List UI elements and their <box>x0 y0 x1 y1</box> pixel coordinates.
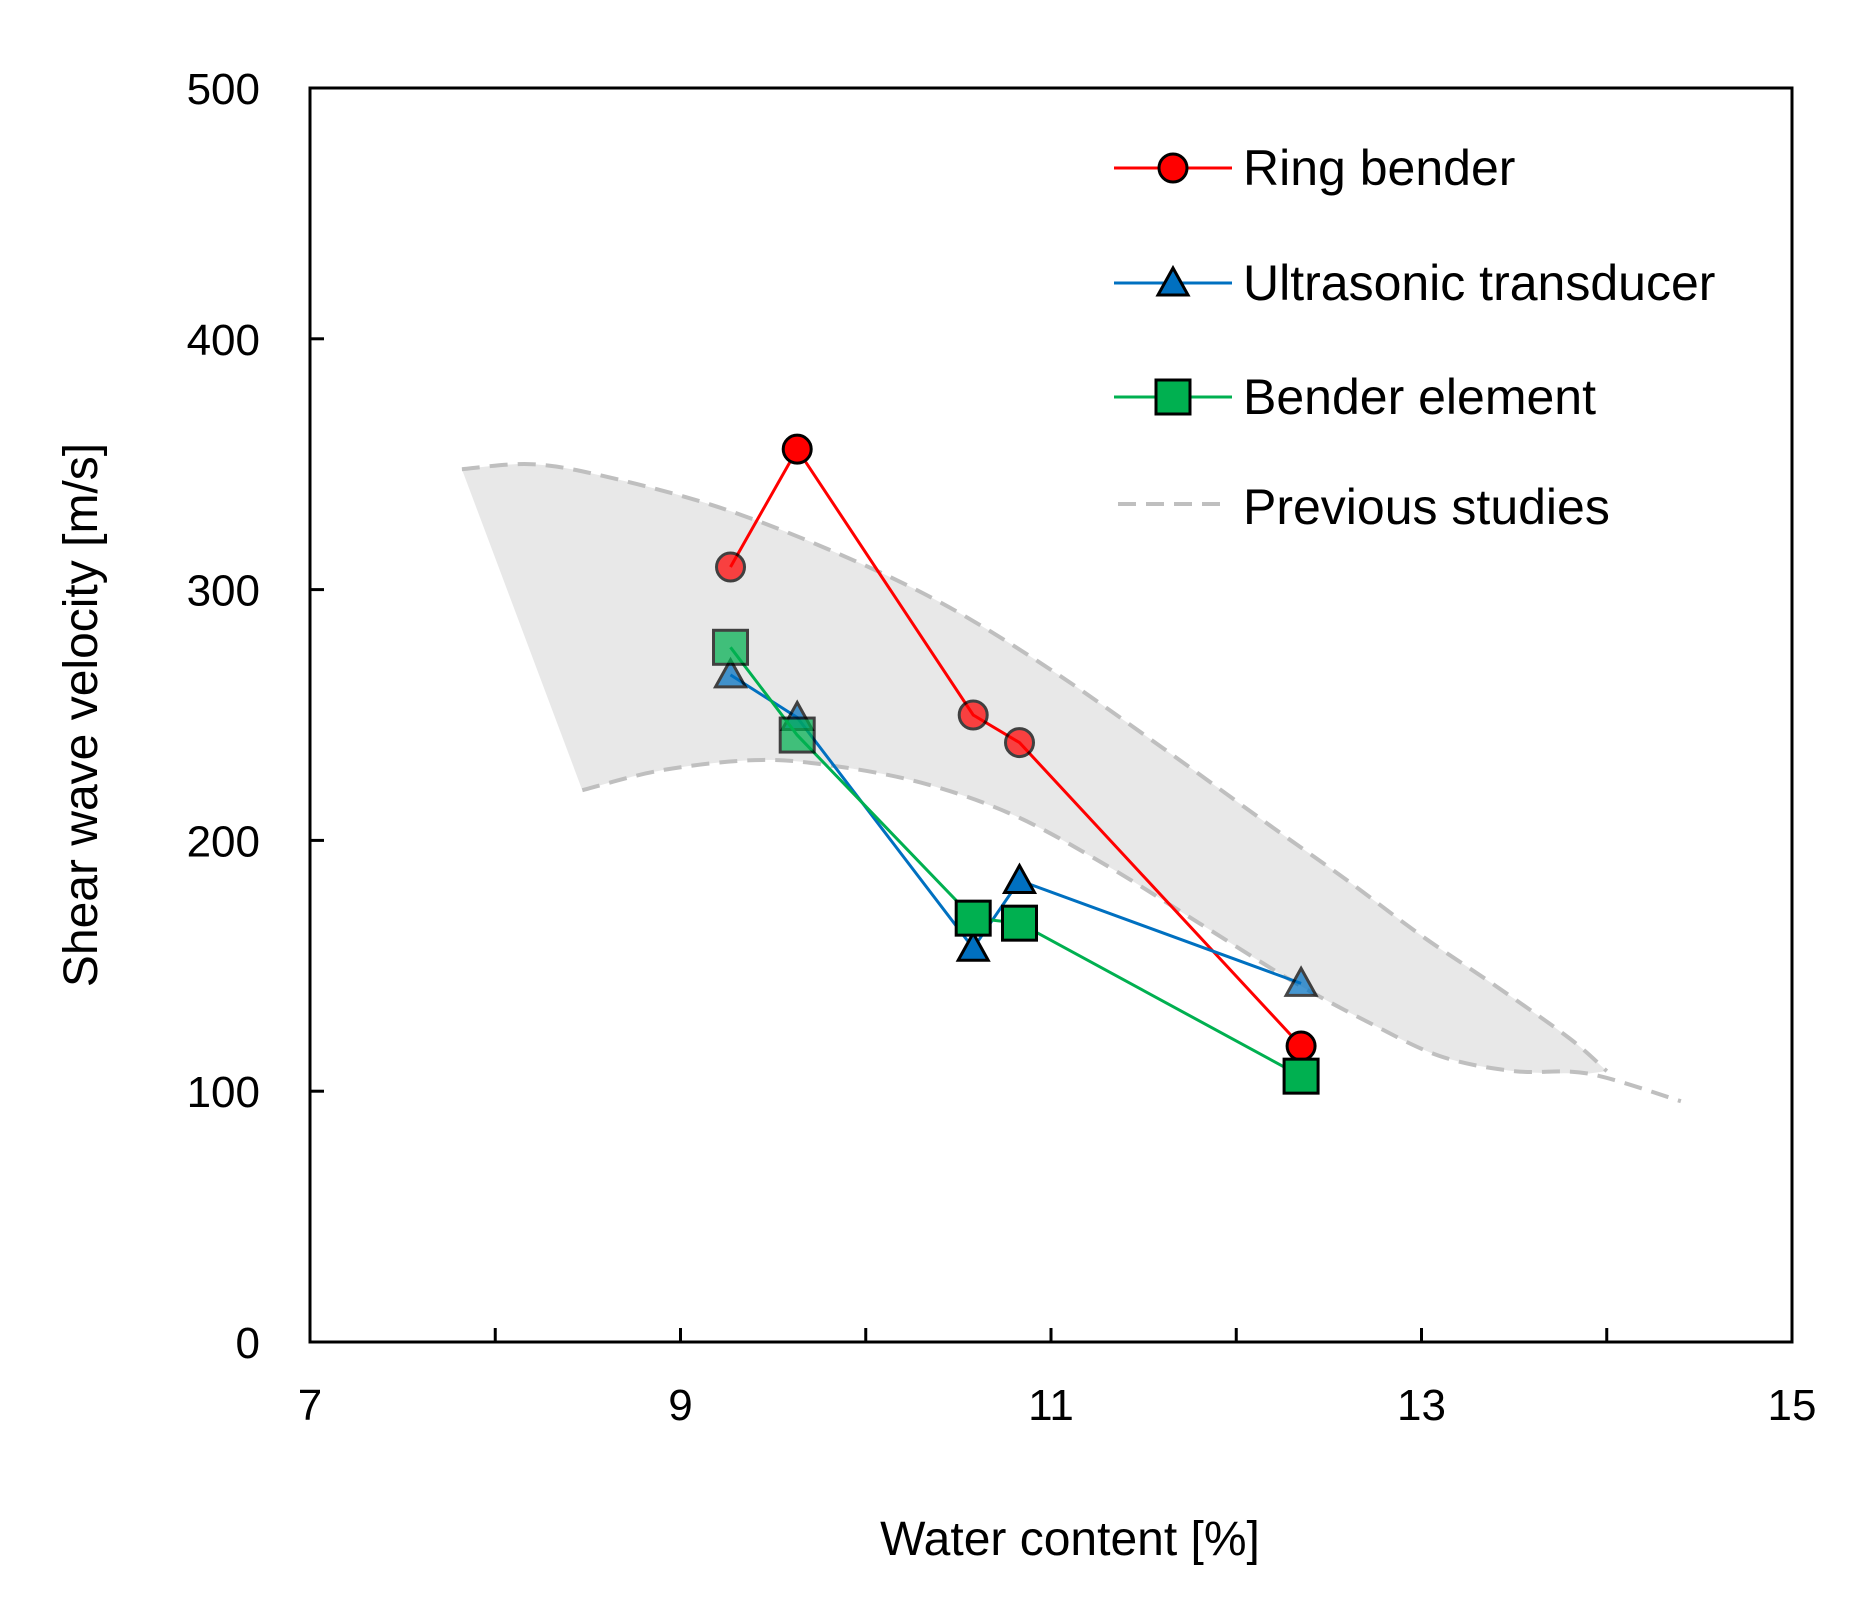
legend-item-previous-studies: Previous studies <box>1118 479 1610 535</box>
y-tick-label: 300 <box>187 567 260 616</box>
data-point-square <box>954 899 992 937</box>
data-point-triangle <box>712 656 749 689</box>
x-tick-label: 9 <box>668 1381 692 1430</box>
data-point-square <box>1282 1057 1320 1095</box>
legend-marker-shape <box>1154 378 1192 416</box>
previous-studies-upper-curve <box>461 462 1609 1073</box>
data-point-circle <box>957 699 989 731</box>
legend-item-ring-bender: Ring bender <box>1114 140 1515 196</box>
y-axis-title: Shear wave velocity [m/s] <box>55 443 108 987</box>
y-tick-label: 100 <box>187 1068 260 1117</box>
data-point-square <box>778 716 816 754</box>
legend-marker-shape <box>1155 264 1191 297</box>
legend-label-bender-element: Bender element <box>1243 369 1596 425</box>
legend-item-ultrasonic-transducer: Ultrasonic transducer <box>1114 255 1715 311</box>
legend-label-ultrasonic-transducer: Ultrasonic transducer <box>1243 255 1715 311</box>
previous-studies-band <box>461 462 1682 1104</box>
y-tick-label: 400 <box>187 316 260 365</box>
data-point-circle <box>1004 727 1036 759</box>
x-axis-title: Water content [%] <box>880 1513 1260 1566</box>
legend-marker-triangle <box>1155 264 1191 297</box>
data-point-triangle <box>1001 862 1038 895</box>
y-axis: 0 100 200 300 400 500 <box>187 65 324 1368</box>
legend-marker-square <box>1154 378 1192 416</box>
data-point-circle <box>715 551 747 583</box>
legend-marker-circle <box>1157 152 1189 184</box>
x-tick-label: 7 <box>298 1381 322 1430</box>
x-tick-label: 13 <box>1397 1381 1446 1430</box>
y-tick-label: 0 <box>236 1319 260 1368</box>
legend-label-ring-bender: Ring bender <box>1243 140 1515 196</box>
legend: Ring bender Ultrasonic transducer Bender… <box>1114 140 1715 535</box>
legend-marker-shape <box>1157 152 1189 184</box>
data-point-circle <box>1285 1030 1317 1062</box>
series-ring-bender <box>715 433 1317 1062</box>
x-tick-label: 15 <box>1768 1381 1817 1430</box>
data-point-triangle <box>955 930 991 962</box>
x-axis: 7 9 11 13 15 <box>298 1328 1817 1430</box>
y-tick-label: 500 <box>187 65 260 114</box>
data-point-square <box>1001 904 1039 942</box>
previous-studies-lower-curve <box>581 757 1682 1104</box>
legend-label-previous-studies: Previous studies <box>1243 479 1610 535</box>
data-point-triangle <box>1283 965 1319 997</box>
legend-item-bender-element: Bender element <box>1114 369 1596 425</box>
data-series <box>712 433 1320 1095</box>
data-point-square <box>712 628 750 666</box>
y-tick-label: 200 <box>187 817 260 866</box>
series-ultrasonic-transducer <box>712 656 1319 997</box>
x-tick-label: 11 <box>1028 1381 1074 1430</box>
series-bender-element <box>712 628 1320 1095</box>
previous-studies-fill <box>461 464 1607 1074</box>
data-point-circle <box>781 433 813 465</box>
